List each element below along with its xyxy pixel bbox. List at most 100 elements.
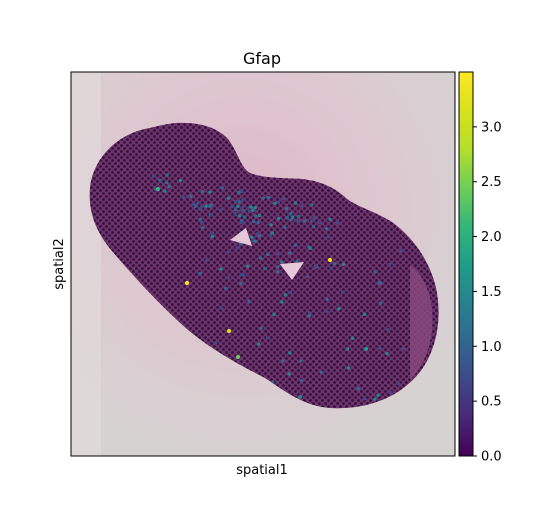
spatial-spot <box>224 286 228 291</box>
spatial-spot <box>387 262 392 267</box>
high-expression-spot <box>185 281 189 285</box>
spatial-spot <box>362 312 367 316</box>
elevated-spots <box>151 173 405 401</box>
x-axis-label: spatial1 <box>236 463 288 478</box>
spatial-spot <box>210 231 215 235</box>
spatial-spot <box>300 204 304 208</box>
spatial-spot <box>220 306 224 310</box>
spatial-spot <box>189 194 193 198</box>
spatial-spot <box>257 342 261 346</box>
spatial-spot <box>288 351 292 355</box>
spatial-spot <box>279 260 284 264</box>
spatial-spot <box>265 336 270 340</box>
spatial-spot <box>291 215 295 219</box>
spatial-spot <box>253 205 257 210</box>
spatial-spot <box>165 181 169 185</box>
spatial-spot <box>325 309 329 314</box>
spatial-spot <box>165 173 169 177</box>
spatial-spot <box>299 359 303 363</box>
spatial-spot <box>356 387 360 391</box>
spatial-spot <box>307 311 311 315</box>
colorbar-tick-label: 1.0 <box>481 340 502 355</box>
spatial-spot <box>285 216 289 220</box>
colorbar-gradient <box>458 71 474 457</box>
spatial-spot <box>209 212 213 217</box>
spatial-spot <box>204 204 208 208</box>
spatial-spot <box>268 234 272 238</box>
spatial-spot <box>226 250 230 254</box>
spatial-spot <box>255 232 260 236</box>
spatial-spot <box>227 196 231 200</box>
spatial-spot <box>208 190 212 194</box>
chart-title: Gfap <box>243 49 281 68</box>
spatial-spot <box>178 178 183 183</box>
spatial-spot <box>346 366 351 370</box>
spatial-spot <box>233 208 238 212</box>
spatial-spot <box>263 266 267 271</box>
colorbar: 0.0 0.5 1.0 1.5 2.0 2.5 3.0 <box>458 71 502 465</box>
spatial-spot <box>233 199 238 203</box>
spatial-spot <box>288 290 293 295</box>
spatial-spot <box>386 328 390 332</box>
highlight-spots <box>156 187 382 399</box>
spatial-spot <box>210 235 215 239</box>
spatial-spot <box>198 217 202 221</box>
spatial-spot <box>319 370 323 374</box>
spatial-spot <box>293 201 298 205</box>
spatial-spot <box>241 273 245 277</box>
spatial-spot <box>151 174 156 178</box>
spatial-spot <box>283 225 287 229</box>
spatial-spot <box>247 209 252 213</box>
spatial-spot <box>313 264 317 268</box>
spatial-spot <box>163 189 167 193</box>
spatial-spot <box>312 216 316 220</box>
spatial-spot <box>241 220 245 225</box>
spatial-spot <box>297 214 301 219</box>
spatial-spot <box>308 246 313 250</box>
spatial-spot <box>282 196 286 201</box>
spatial-spot <box>276 216 281 221</box>
spatial-spot <box>310 203 314 207</box>
high-expression-spot <box>364 347 368 351</box>
spatial-spot <box>269 223 273 227</box>
axes-frame <box>70 71 456 457</box>
spatial-spot <box>201 226 205 230</box>
spatial-spot <box>237 214 242 218</box>
spatial-spot <box>325 227 329 231</box>
spatial-spot <box>220 186 224 190</box>
spatial-spot <box>296 220 300 224</box>
spatial-spot <box>378 346 382 350</box>
spatial-spot <box>273 201 277 205</box>
spatial-spot <box>245 264 250 268</box>
spatial-spot <box>181 195 185 199</box>
spatial-spot <box>283 293 288 297</box>
spatial-spot <box>341 262 346 266</box>
spatial-spot <box>318 221 322 225</box>
tissue-edge <box>410 265 433 380</box>
spatial-spot <box>230 205 234 209</box>
spatial-spot <box>266 195 271 200</box>
spatial-spot <box>253 239 257 243</box>
spatial-spot <box>288 251 292 255</box>
spatial-spot <box>257 234 262 238</box>
colorbar-tick-label: 0.0 <box>481 450 502 465</box>
spatial-spot <box>350 336 355 340</box>
spatial-spot <box>237 200 241 204</box>
spatial-spot <box>289 211 293 215</box>
spatial-spot <box>214 341 218 345</box>
spatial-spot <box>200 189 205 194</box>
spatial-spot <box>270 231 275 235</box>
spatial-spot <box>259 326 263 330</box>
spatial-spot <box>376 393 380 397</box>
spatial-spot <box>251 208 255 212</box>
spatial-spot <box>335 221 339 225</box>
spatial-spot <box>289 217 293 222</box>
spatial-spot <box>397 382 401 386</box>
spatial-spot <box>326 235 331 239</box>
spatial-spot <box>280 300 284 304</box>
spatial-spot <box>379 301 383 305</box>
high-expression-spot <box>227 329 231 333</box>
spatial-spot <box>333 262 337 266</box>
spatial-spot <box>256 220 260 225</box>
